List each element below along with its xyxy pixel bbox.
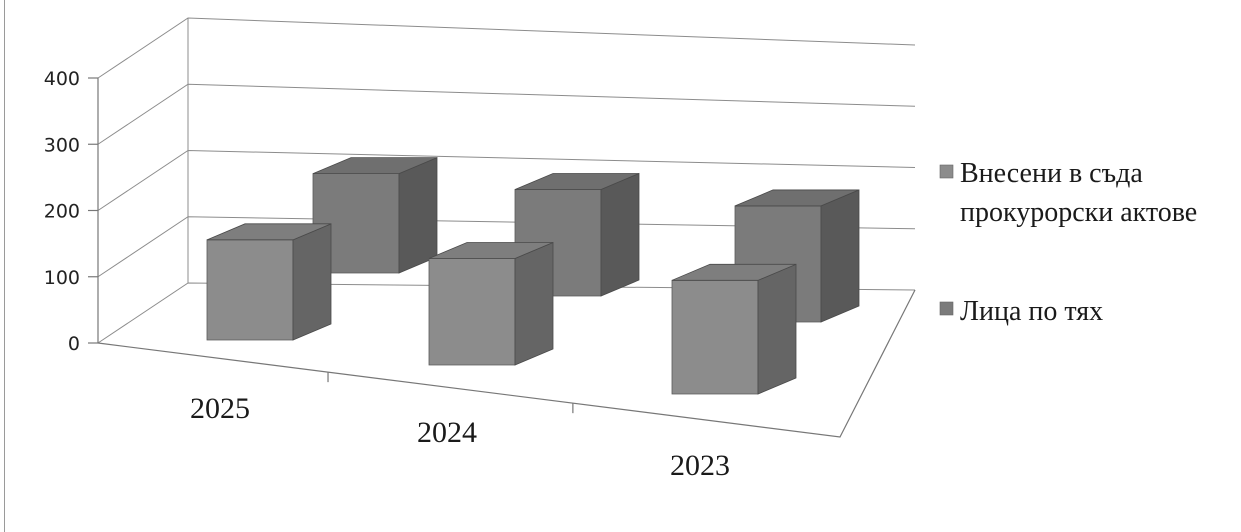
bar-series1-2025-side-face [292,223,332,341]
y-tick-label-1: 100 [44,267,80,289]
bar-series2-2024-side-face [600,172,640,297]
bar-series1-2023-side-face [757,263,797,395]
x-category-label-2025: 2025 [190,392,250,425]
bar-series1-2024-front-face [428,258,516,366]
x-category-label-2024: 2024 [417,416,477,449]
legend-swatch-series2 [939,301,954,316]
floor-front-edge [97,289,916,438]
bar-series2-2025-top-face [312,157,438,175]
y-tick-label-0: 0 [68,333,80,355]
frame-left-border [4,0,5,532]
bar-series1-2024-side-face [514,241,554,366]
x-category-label-2023: 2023 [670,449,730,482]
bar-series1-2023-front-face [671,279,759,395]
bar-series1-2025-front-face [206,239,294,341]
bar-series1-2023-top-face [671,263,797,281]
bar-series1-2025-top-face [206,223,332,241]
bar-series2-2024-top-face [514,173,640,190]
bar-series2-2025-side-face [398,157,438,274]
y-tick-label-2: 200 [44,201,80,223]
legend-swatch-series1 [939,164,954,179]
bar-series1-2024-top-face [428,242,554,259]
bar-series2-2023-top-face [734,189,860,207]
legend-label-series1-line2: прокурорски актове [960,197,1197,228]
bar-series2-2023-side-face [820,189,860,323]
y-tick-label-4: 400 [44,68,80,90]
y-tick-label-3: 300 [44,134,80,156]
legend-label-series1-line1: Внесени в съда [960,158,1143,189]
gridline-3 [97,83,916,145]
gridline-4 [97,17,916,79]
legend-label-series2: Лица по тях [960,296,1103,327]
